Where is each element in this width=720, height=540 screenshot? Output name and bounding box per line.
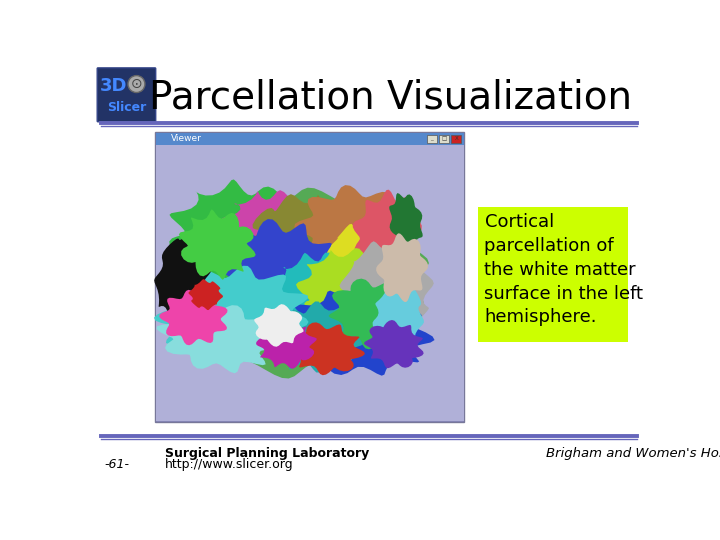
Polygon shape xyxy=(376,233,428,302)
Text: 3D: 3D xyxy=(99,77,127,96)
Polygon shape xyxy=(286,322,365,375)
Bar xyxy=(451,135,462,143)
Polygon shape xyxy=(373,279,424,355)
Polygon shape xyxy=(325,221,402,291)
Polygon shape xyxy=(256,320,317,369)
Text: surface in the left: surface in the left xyxy=(485,285,644,302)
Polygon shape xyxy=(167,188,429,379)
Polygon shape xyxy=(154,230,211,321)
Text: the white matter: the white matter xyxy=(485,261,636,279)
Text: -61-: -61- xyxy=(104,458,129,471)
Text: parcellation of: parcellation of xyxy=(485,237,614,255)
Polygon shape xyxy=(159,290,228,345)
Polygon shape xyxy=(215,219,344,332)
Polygon shape xyxy=(222,190,320,260)
Polygon shape xyxy=(328,279,415,349)
FancyBboxPatch shape xyxy=(97,68,156,122)
Text: Brigham and Women's Hospital: Brigham and Women's Hospital xyxy=(546,448,720,461)
Polygon shape xyxy=(294,185,415,272)
Bar xyxy=(427,135,437,143)
Polygon shape xyxy=(266,301,369,373)
Bar xyxy=(439,135,449,143)
Polygon shape xyxy=(270,253,365,329)
Ellipse shape xyxy=(128,76,145,92)
Polygon shape xyxy=(353,190,422,275)
Text: Slicer: Slicer xyxy=(107,100,147,113)
Polygon shape xyxy=(154,266,309,361)
Text: Parcellation Visualization: Parcellation Visualization xyxy=(149,78,632,116)
Text: hemisphere.: hemisphere. xyxy=(485,308,597,326)
Bar xyxy=(155,132,464,422)
Polygon shape xyxy=(340,241,433,343)
Bar xyxy=(156,132,464,145)
Text: □: □ xyxy=(441,136,446,141)
Text: Viewer: Viewer xyxy=(171,134,202,143)
Polygon shape xyxy=(364,320,423,368)
Polygon shape xyxy=(246,194,359,280)
Text: ⊙: ⊙ xyxy=(130,77,143,91)
Polygon shape xyxy=(179,210,256,280)
Polygon shape xyxy=(156,301,278,373)
Bar xyxy=(478,207,629,342)
Text: X: X xyxy=(454,136,458,141)
Text: Cortical: Cortical xyxy=(485,213,554,232)
Text: Surgical Planning Laboratory: Surgical Planning Laboratory xyxy=(165,448,369,461)
Bar xyxy=(156,145,464,421)
Polygon shape xyxy=(169,179,312,294)
Polygon shape xyxy=(296,248,400,334)
Text: _: _ xyxy=(431,136,433,141)
Polygon shape xyxy=(254,304,304,347)
Text: http://www.slicer.org: http://www.slicer.org xyxy=(165,458,294,471)
Polygon shape xyxy=(277,291,435,376)
Polygon shape xyxy=(390,193,423,250)
Polygon shape xyxy=(189,279,223,310)
